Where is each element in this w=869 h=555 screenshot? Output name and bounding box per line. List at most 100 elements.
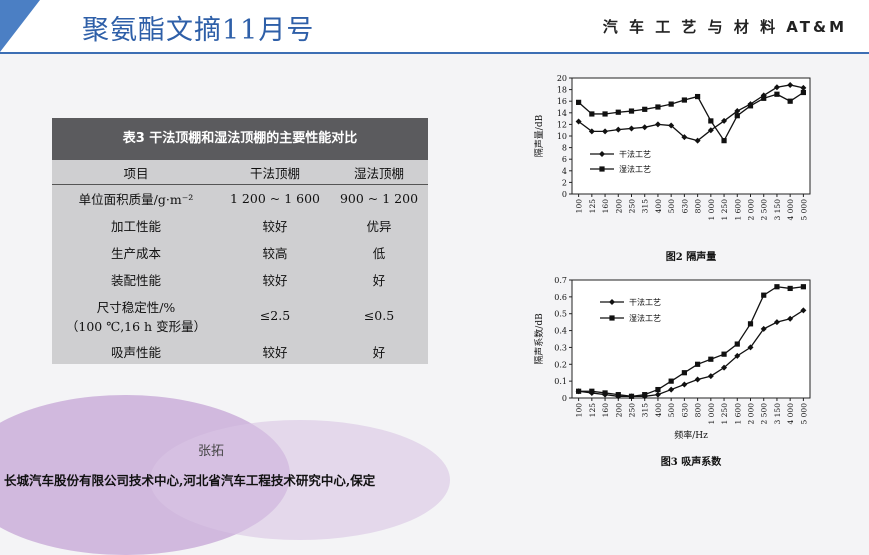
table-row: 尺寸稳定性/% （100 ℃,16 h 变形量） ≤2.5 ≤0.5 bbox=[52, 293, 428, 338]
x-tick-label: 2 000 bbox=[747, 403, 756, 425]
row-dry: 较高 bbox=[262, 246, 288, 261]
row-item-line1: 尺寸稳定性/% bbox=[96, 299, 176, 315]
data-point-square bbox=[774, 91, 780, 97]
corner-accent bbox=[0, 0, 40, 52]
row-dry: 较好 bbox=[262, 345, 288, 360]
header-rule bbox=[0, 52, 869, 54]
figure-caption: 图3 吸声系数 bbox=[661, 455, 722, 468]
data-point-diamond bbox=[681, 134, 688, 141]
data-point-diamond bbox=[721, 364, 728, 371]
y-tick-label: 0.4 bbox=[554, 327, 567, 336]
data-point-square bbox=[615, 392, 621, 398]
x-tick-label: 2 000 bbox=[747, 199, 756, 221]
row-item: 吸声性能 bbox=[110, 345, 161, 360]
data-point-square bbox=[695, 361, 701, 367]
data-point-square bbox=[800, 89, 806, 96]
x-tick-label: 3 150 bbox=[773, 199, 782, 221]
journal-name: 汽 车 工 艺 与 材 料 AT&M bbox=[602, 18, 847, 36]
x-tick-label: 250 bbox=[628, 403, 637, 418]
row-dry: ≤2.5 bbox=[259, 308, 291, 323]
data-point-diamond bbox=[721, 117, 728, 124]
y-tick-label: 12 bbox=[557, 120, 567, 129]
y-tick-label: 20 bbox=[557, 74, 567, 83]
x-tick-label: 125 bbox=[588, 199, 597, 214]
legend-label: 干法工艺 bbox=[629, 297, 661, 307]
x-tick-label: 500 bbox=[667, 199, 676, 214]
plot-frame bbox=[571, 77, 811, 195]
x-tick-label: 5 000 bbox=[799, 403, 808, 425]
row-dry: 较好 bbox=[262, 219, 288, 234]
y-axis-label: 隔声系数/dB bbox=[533, 313, 545, 365]
x-tick-label: 250 bbox=[628, 199, 637, 214]
x-tick-label: 1 250 bbox=[720, 199, 729, 221]
data-point-diamond bbox=[681, 381, 688, 388]
x-tick-label: 100 bbox=[575, 199, 584, 214]
row-dry: 1 200 ~ 1 600 bbox=[230, 191, 320, 206]
plot-frame bbox=[571, 279, 811, 399]
x-tick-label: 315 bbox=[641, 199, 650, 214]
row-wet: 900 ~ 1 200 bbox=[339, 191, 419, 206]
x-tick-label: 2 500 bbox=[760, 199, 769, 221]
y-tick-label: 0.3 bbox=[554, 343, 567, 352]
row-item-line2: （100 ℃,16 h 变形量） bbox=[65, 318, 207, 334]
y-tick-label: 10 bbox=[557, 132, 567, 141]
data-point-square bbox=[774, 284, 780, 290]
y-tick-label: 2 bbox=[562, 178, 567, 187]
data-point-square bbox=[747, 103, 754, 109]
data-point-square bbox=[615, 109, 621, 115]
x-tick-label: 315 bbox=[641, 403, 650, 418]
data-point-diamond bbox=[654, 391, 661, 398]
table-row: 吸声性能 较好 好 bbox=[52, 338, 428, 365]
table-row: 加工性能 较好 优异 bbox=[52, 212, 428, 239]
data-point-diamond bbox=[800, 84, 807, 91]
x-tick-label: 200 bbox=[614, 199, 623, 214]
y-tick-label: 4 bbox=[562, 167, 567, 176]
data-point-diamond bbox=[800, 307, 807, 314]
legend-label: 干法工艺 bbox=[619, 149, 651, 159]
data-point-square bbox=[602, 390, 608, 396]
x-tick-label: 200 bbox=[614, 403, 623, 418]
x-tick-label: 100 bbox=[575, 403, 584, 418]
x-tick-label: 400 bbox=[654, 199, 663, 214]
table-caption: 表3 干法顶棚和湿法顶棚的主要性能对比 bbox=[52, 118, 428, 160]
sound-insulation-chart: 0 2 4 6 8 10 12 14 16 18 20 100 125 160 200 250 315 400 50… bbox=[533, 74, 811, 263]
data-point-square bbox=[655, 386, 661, 393]
row-wet: 优异 bbox=[366, 219, 392, 234]
data-point-square bbox=[681, 370, 687, 376]
data-point-square bbox=[681, 97, 687, 103]
y-tick-label: 8 bbox=[562, 144, 567, 153]
data-point-square bbox=[787, 285, 793, 292]
data-point-diamond bbox=[654, 121, 661, 128]
x-tick-label: 630 bbox=[680, 403, 689, 418]
row-wet: 好 bbox=[372, 273, 386, 288]
data-point-square bbox=[602, 111, 608, 117]
data-point-diamond bbox=[760, 92, 767, 99]
row-item: 生产成本 bbox=[110, 246, 161, 261]
data-point-square bbox=[642, 106, 648, 112]
legend-label: 湿法工艺 bbox=[629, 313, 661, 323]
x-tick-label: 500 bbox=[667, 403, 676, 418]
x-tick-label: 125 bbox=[588, 403, 597, 418]
x-tick-label: 4 000 bbox=[786, 403, 795, 425]
x-tick-label: 800 bbox=[694, 199, 703, 214]
x-tick-label: 2 500 bbox=[760, 403, 769, 425]
y-tick-label: 0.1 bbox=[554, 377, 567, 386]
data-point-diamond bbox=[694, 137, 701, 144]
x-tick-label: 160 bbox=[601, 403, 610, 418]
data-point-diamond bbox=[588, 128, 595, 135]
header-band bbox=[0, 0, 869, 52]
data-point-diamond bbox=[628, 125, 635, 132]
legend-marker bbox=[609, 299, 615, 305]
column-header: 湿法顶棚 bbox=[330, 160, 428, 185]
page-title: 聚氨酯文摘11月号 bbox=[82, 15, 315, 46]
y-tick-label: 0.6 bbox=[554, 293, 567, 302]
row-item: 加工性能 bbox=[110, 219, 161, 234]
data-point-square bbox=[668, 101, 674, 107]
x-axis-label: 频率/Hz bbox=[674, 429, 708, 441]
y-tick-label: 0.7 bbox=[554, 276, 567, 285]
data-point-diamond bbox=[615, 126, 622, 133]
data-point-square bbox=[734, 113, 740, 119]
row-dry: 较好 bbox=[262, 273, 288, 288]
data-point-square bbox=[721, 351, 727, 357]
table-header-row: 项目 干法顶棚 湿法顶棚 bbox=[52, 160, 428, 185]
